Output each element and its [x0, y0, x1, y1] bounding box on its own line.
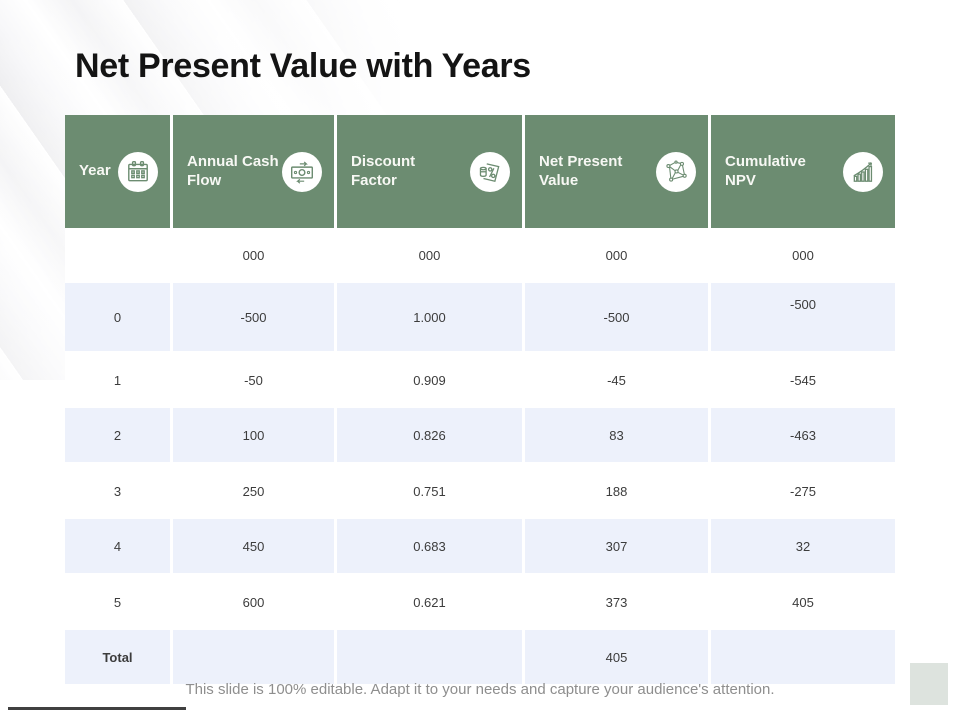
column-label: Discount Factor: [351, 152, 416, 189]
bottom-left-line-decor: [8, 707, 186, 710]
total-value-cell: 405: [525, 629, 711, 686]
cell: 600: [173, 575, 337, 629]
cell: -500: [173, 282, 337, 353]
cell: -463: [711, 407, 895, 464]
cell: 450: [173, 518, 337, 575]
cell: 405: [711, 575, 895, 629]
cell: 0.621: [337, 575, 525, 629]
column-label: Year: [79, 162, 111, 180]
cell: 83: [525, 407, 711, 464]
cell: 4: [65, 518, 173, 575]
table-row: 000 000 000 000: [65, 228, 895, 282]
cell: 188: [525, 464, 711, 518]
cell: 000: [337, 228, 525, 282]
cell: 373: [525, 575, 711, 629]
cell: 000: [525, 228, 711, 282]
cell: -275: [711, 464, 895, 518]
footer-note: This slide is 100% editable. Adapt it to…: [185, 681, 775, 698]
table-header-row: Year: [65, 115, 895, 228]
column-label: Cumulative NPV: [725, 152, 806, 189]
cell: 100: [173, 407, 337, 464]
cell: 000: [711, 228, 895, 282]
cash-flow-icon: [282, 151, 322, 192]
cell: 2: [65, 407, 173, 464]
cell: 32: [711, 518, 895, 575]
cell: -545: [711, 353, 895, 407]
cell: 5: [65, 575, 173, 629]
cell: -50: [173, 353, 337, 407]
header-cell-cumulative-npv: Cumulative NPV: [711, 115, 895, 228]
cell: -500: [525, 282, 711, 353]
npv-table: Year: [65, 115, 895, 686]
table-row: 4 450 0.683 307 32: [65, 518, 895, 575]
cell: 250: [173, 464, 337, 518]
cell: -500: [711, 282, 895, 353]
table-row: 3 250 0.751 188 -275: [65, 464, 895, 518]
table-row: 0 -500 1.000 -500 -500: [65, 282, 895, 353]
cell: [337, 629, 525, 686]
cell: 1: [65, 353, 173, 407]
cell: [711, 629, 895, 686]
growth-chart-icon: [843, 151, 883, 192]
column-label: Net Present Value: [539, 152, 623, 189]
bottom-right-square-decor: [910, 663, 948, 705]
calendar-icon: [118, 151, 158, 192]
cell: 0.909: [337, 353, 525, 407]
header-cell-annual-cash-flow: Annual Cash Flow: [173, 115, 337, 228]
cell: [173, 629, 337, 686]
network-icon: [656, 151, 696, 192]
cell: 307: [525, 518, 711, 575]
column-label: Annual Cash Flow: [187, 152, 279, 189]
discount-percent-icon: [470, 151, 510, 192]
cell: -45: [525, 353, 711, 407]
cell: [65, 228, 173, 282]
table-row: 5 600 0.621 373 405: [65, 575, 895, 629]
cell: 000: [173, 228, 337, 282]
cell: 0: [65, 282, 173, 353]
cell: 1.000: [337, 282, 525, 353]
header-cell-discount-factor: Discount Factor: [337, 115, 525, 228]
page-title: Net Present Value with Years: [75, 46, 531, 85]
header-cell-year: Year: [65, 115, 173, 228]
header-cell-net-present-value: Net Present Value: [525, 115, 711, 228]
total-label-cell: Total: [65, 629, 173, 686]
cell: 0.683: [337, 518, 525, 575]
table-row: 2 100 0.826 83 -463: [65, 407, 895, 464]
table-row: 1 -50 0.909 -45 -545: [65, 353, 895, 407]
cell: 0.751: [337, 464, 525, 518]
table-row-total: Total 405: [65, 629, 895, 686]
cell: 3: [65, 464, 173, 518]
cell: 0.826: [337, 407, 525, 464]
